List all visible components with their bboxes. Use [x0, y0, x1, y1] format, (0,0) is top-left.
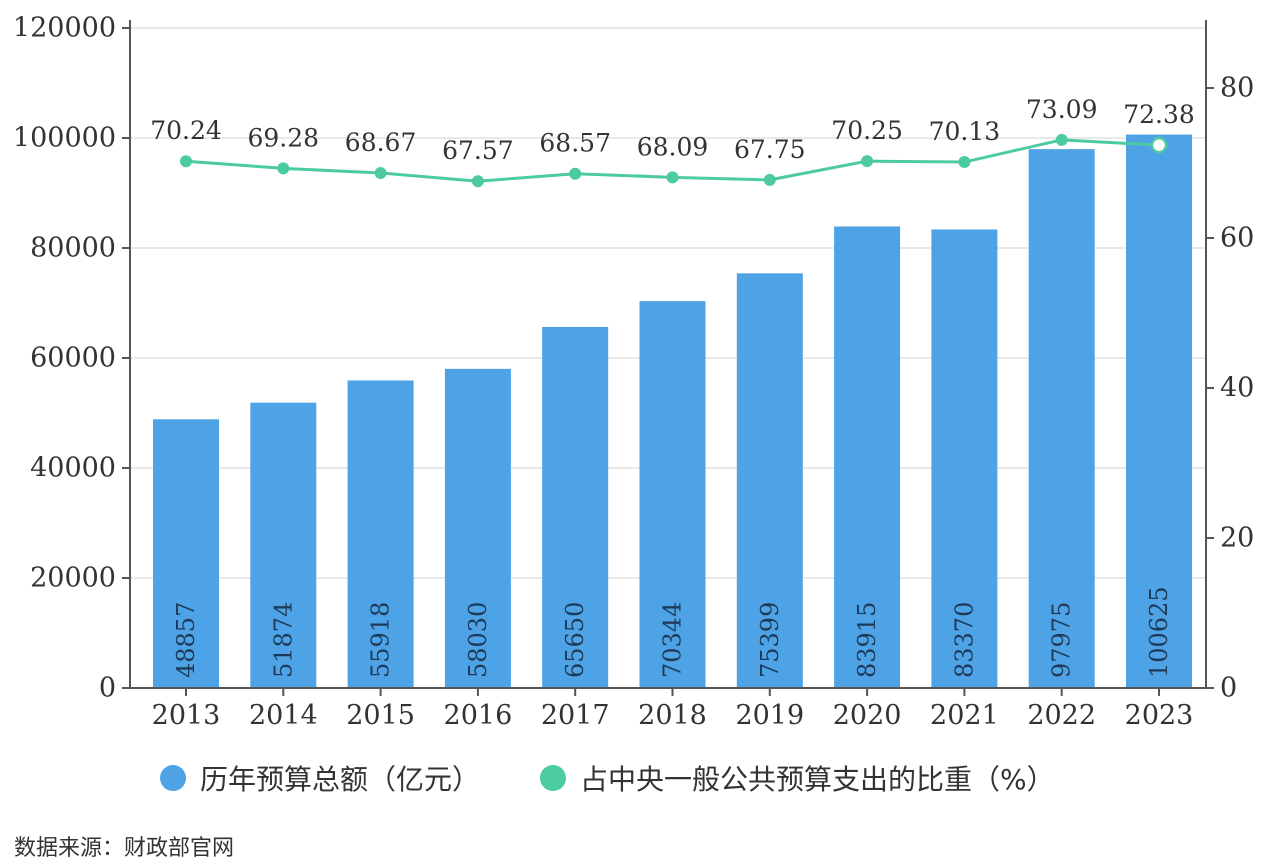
bar	[444, 368, 511, 688]
source-note: 数据来源：财政部官网	[14, 836, 235, 861]
ratio-value-label: 67.75	[734, 135, 806, 164]
bar-labels: 48857 51874 55918 58030 65650 70344 75399 83915…	[172, 586, 1173, 678]
x-tick-label: 2021	[930, 700, 999, 731]
bar-value-label: 83370	[950, 602, 978, 678]
ratio-value-label: 68.09	[637, 132, 709, 161]
ratio-value-label: 73.09	[1026, 95, 1098, 124]
right-tick-label: 20	[1220, 523, 1254, 554]
ratio-point	[763, 173, 776, 186]
right-tick-label: 0	[1220, 673, 1237, 704]
axes: 0 20000 40000 60000 80000 100000 120000 0 20 40 60…	[13, 13, 1254, 732]
x-tick-label: 2014	[249, 700, 318, 731]
ratio-point	[471, 175, 484, 188]
right-tick-label: 80	[1220, 73, 1254, 104]
bar-value-label: 55918	[367, 602, 395, 678]
bar-value-label: 48857	[172, 602, 200, 678]
x-tick-label: 2020	[833, 700, 902, 731]
bar	[639, 301, 706, 688]
ratio-point	[1150, 136, 1168, 154]
bar-value-label: 100625	[1145, 586, 1173, 678]
legend-swatch-ratio	[540, 765, 567, 791]
ratio-value-label: 67.57	[442, 136, 514, 165]
ratio-point	[180, 155, 192, 168]
left-tick-label: 0	[99, 673, 116, 704]
ratio-value-label: 70.24	[150, 116, 222, 145]
left-tick-label: 60000	[30, 343, 116, 374]
ratio-point	[1055, 133, 1068, 146]
line-series: 70.24 69.28 68.67 67.57 68.57 68.09 67.75 70.25…	[150, 95, 1195, 188]
bar-value-label: 75399	[756, 602, 784, 678]
ratio-point	[958, 156, 971, 169]
legend: 历年预算总额（亿元） 占中央一般公共预算支出的比重（%）	[160, 758, 1115, 798]
legend-item-budget[interactable]: 历年预算总额（亿元）	[160, 758, 480, 798]
bar	[542, 326, 609, 688]
legend-swatch-budget	[160, 765, 186, 791]
x-tick-label: 2015	[346, 700, 415, 731]
bar-value-label: 70344	[659, 602, 687, 678]
bar	[834, 226, 901, 688]
bar	[347, 380, 414, 688]
bar	[153, 419, 219, 688]
bar-value-label: 97975	[1048, 602, 1076, 678]
ratio-value-label: 68.57	[539, 129, 611, 158]
bar-value-label: 83915	[853, 602, 881, 678]
x-tick-label: 2016	[444, 700, 513, 731]
x-tick-label: 2022	[1027, 700, 1096, 731]
bar-value-label: 58030	[464, 602, 492, 678]
bar	[1028, 149, 1095, 688]
ratio-point	[861, 155, 874, 168]
left-tick-label: 20000	[30, 563, 116, 594]
ratio-value-label: 70.25	[831, 116, 903, 145]
legend-label-budget: 历年预算总额（亿元）	[200, 763, 481, 796]
legend-item-ratio[interactable]: 占中央一般公共预算支出的比重（%）	[540, 758, 1055, 798]
bar	[931, 229, 998, 688]
ratio-point	[277, 162, 290, 175]
ratio-point	[569, 167, 582, 180]
x-tick-label: 2023	[1125, 700, 1194, 731]
bar-value-label: 65650	[561, 602, 589, 678]
ratio-value-label: 69.28	[248, 123, 320, 152]
x-tick-label: 2019	[735, 700, 804, 731]
left-tick-label: 40000	[30, 453, 116, 484]
left-tick-label: 80000	[30, 233, 116, 264]
ratio-point	[374, 166, 387, 179]
right-tick-label: 40	[1220, 373, 1254, 404]
x-tick-label: 2013	[152, 700, 221, 731]
bar	[736, 273, 803, 688]
ratio-value-label: 72.38	[1123, 100, 1195, 129]
bar	[1126, 134, 1192, 688]
ratio-value-label: 68.67	[345, 128, 417, 157]
left-tick-label: 100000	[13, 123, 116, 154]
ratio-point	[666, 171, 679, 184]
bar	[250, 402, 317, 688]
right-tick-label: 60	[1220, 223, 1254, 254]
left-tick-label: 120000	[13, 13, 116, 44]
x-tick-label: 2018	[638, 700, 707, 731]
bars	[153, 134, 1192, 688]
bar-value-label: 51874	[269, 602, 297, 678]
ratio-value-label: 70.13	[929, 117, 1001, 146]
legend-label-ratio: 占中央一般公共预算支出的比重（%）	[580, 763, 1055, 796]
x-tick-label: 2017	[541, 700, 610, 731]
